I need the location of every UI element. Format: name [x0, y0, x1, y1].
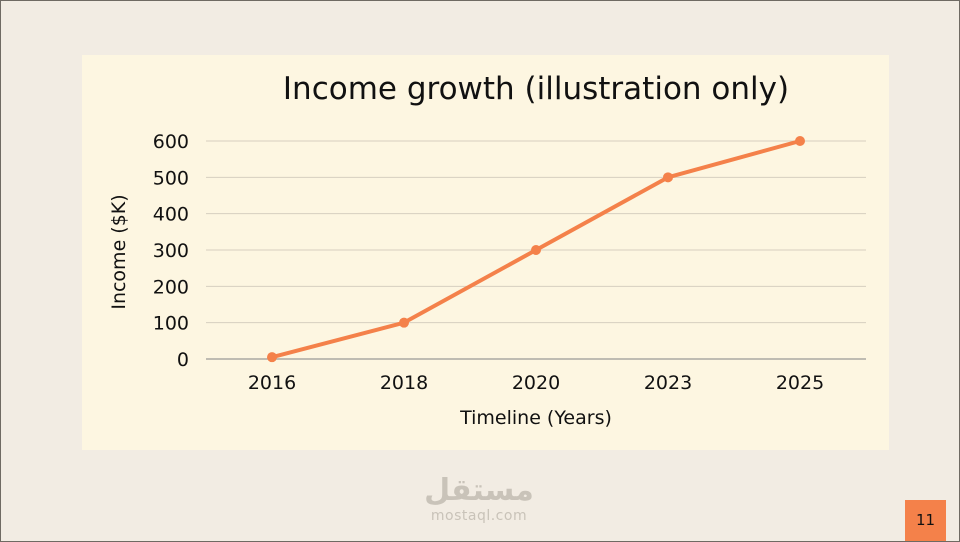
x-axis-ticks: 2016 2018 2020 2023 2025 — [248, 372, 824, 394]
data-point-2018 — [399, 317, 409, 328]
y-tick-label: 300 — [153, 240, 189, 262]
y-tick-label: 100 — [153, 313, 189, 335]
data-point-2016 — [267, 352, 277, 363]
x-tick-label: 2016 — [248, 372, 296, 394]
chart-title: Income growth (illustration only) — [283, 71, 789, 107]
x-tick-label: 2025 — [776, 372, 824, 394]
watermark-url: mostaql.com — [430, 508, 528, 524]
watermark: مستقل mostaql.com — [404, 473, 554, 525]
chart-panel: Income growth (illustration only) 0 100 20… — [82, 55, 889, 450]
page-number-badge: 11 — [905, 500, 946, 541]
y-axis-label: Income ($K) — [108, 194, 130, 309]
y-tick-label: 600 — [153, 131, 189, 153]
x-axis-label: Timeline (Years) — [459, 407, 612, 429]
series-layer — [267, 136, 805, 363]
y-tick-label: 0 — [177, 349, 189, 371]
x-tick-label: 2023 — [644, 372, 692, 394]
gridlines — [206, 140, 866, 360]
watermark-arabic: مستقل — [424, 473, 534, 508]
y-tick-label: 500 — [153, 167, 189, 189]
data-point-2020 — [531, 245, 541, 255]
x-tick-label: 2020 — [512, 372, 560, 394]
y-axis-ticks: 0 100 200 300 400 500 600 — [153, 131, 189, 371]
data-point-2025 — [795, 136, 805, 146]
data-point-2023 — [663, 172, 673, 183]
y-tick-label: 400 — [153, 204, 189, 226]
y-tick-label: 200 — [153, 276, 189, 298]
line-chart: Income growth (illustration only) 0 100 20… — [108, 71, 866, 429]
x-tick-label: 2018 — [380, 372, 428, 394]
